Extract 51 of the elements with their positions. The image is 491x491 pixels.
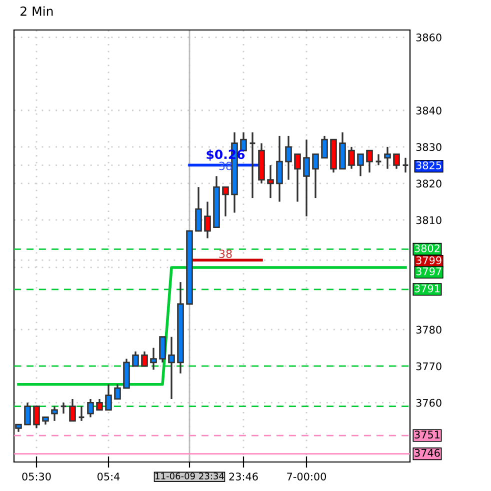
candlestick bbox=[87, 398, 94, 418]
candlestick bbox=[374, 153, 382, 166]
y-tick-label: 3825 bbox=[416, 161, 442, 170]
candlestick bbox=[24, 402, 31, 426]
candlestick bbox=[195, 186, 202, 232]
y-tick-label: 3780 bbox=[416, 326, 442, 334]
y-tick-label: 3840 bbox=[416, 106, 442, 114]
candlestick bbox=[69, 398, 76, 422]
candlestick bbox=[105, 384, 112, 411]
candlestick bbox=[276, 135, 283, 203]
candlestick bbox=[204, 200, 211, 240]
candlestick bbox=[366, 150, 373, 174]
x-tick-label: 05:30 bbox=[22, 472, 51, 480]
candlestick bbox=[348, 146, 355, 170]
candlestick bbox=[222, 186, 229, 218]
candlestick bbox=[96, 398, 103, 411]
candlestick bbox=[393, 153, 400, 170]
y-tick-label: 3799 bbox=[416, 256, 442, 264]
y-tick-label: 3760 bbox=[416, 398, 442, 407]
candlestick bbox=[114, 384, 121, 400]
y-tick-label: 3830 bbox=[416, 143, 442, 152]
y-tick-label: 3770 bbox=[416, 362, 442, 370]
ref-line-label: 3802 bbox=[414, 244, 440, 252]
ref-line-label: 3751 bbox=[414, 430, 440, 439]
candlestick bbox=[141, 350, 148, 367]
candlestick bbox=[132, 350, 139, 367]
candlestick bbox=[51, 405, 58, 422]
y-tick-label: 3820 bbox=[416, 180, 442, 188]
candlestick bbox=[312, 153, 319, 199]
candlestick bbox=[303, 138, 310, 218]
candlestick bbox=[357, 153, 364, 177]
candlestick bbox=[150, 347, 157, 371]
chart-title: 2 Min bbox=[20, 6, 53, 16]
y-tick-label: 3810 bbox=[416, 216, 442, 224]
candlestick bbox=[159, 336, 166, 364]
candlestick bbox=[168, 336, 175, 400]
y-tick-label: 3860 bbox=[416, 34, 442, 42]
y-tick-label: 3797 bbox=[416, 267, 442, 276]
x-tick-label: 11-06-09 23:34 bbox=[156, 472, 224, 480]
candlestick bbox=[33, 405, 40, 430]
x-tick-label: 05:4 bbox=[97, 472, 120, 480]
candlestick bbox=[267, 164, 274, 199]
candlestick bbox=[321, 135, 328, 159]
x-tick-label: 23:46 bbox=[229, 472, 258, 480]
candlestick bbox=[285, 135, 292, 181]
candlestick bbox=[294, 153, 301, 203]
x-tick-label: 7-00:00 bbox=[287, 472, 326, 480]
candlestick bbox=[384, 146, 391, 170]
ref-line-label: 3746 bbox=[414, 448, 440, 457]
ref-line-label: 3791 bbox=[414, 284, 440, 292]
annotation: 38 bbox=[219, 250, 232, 258]
